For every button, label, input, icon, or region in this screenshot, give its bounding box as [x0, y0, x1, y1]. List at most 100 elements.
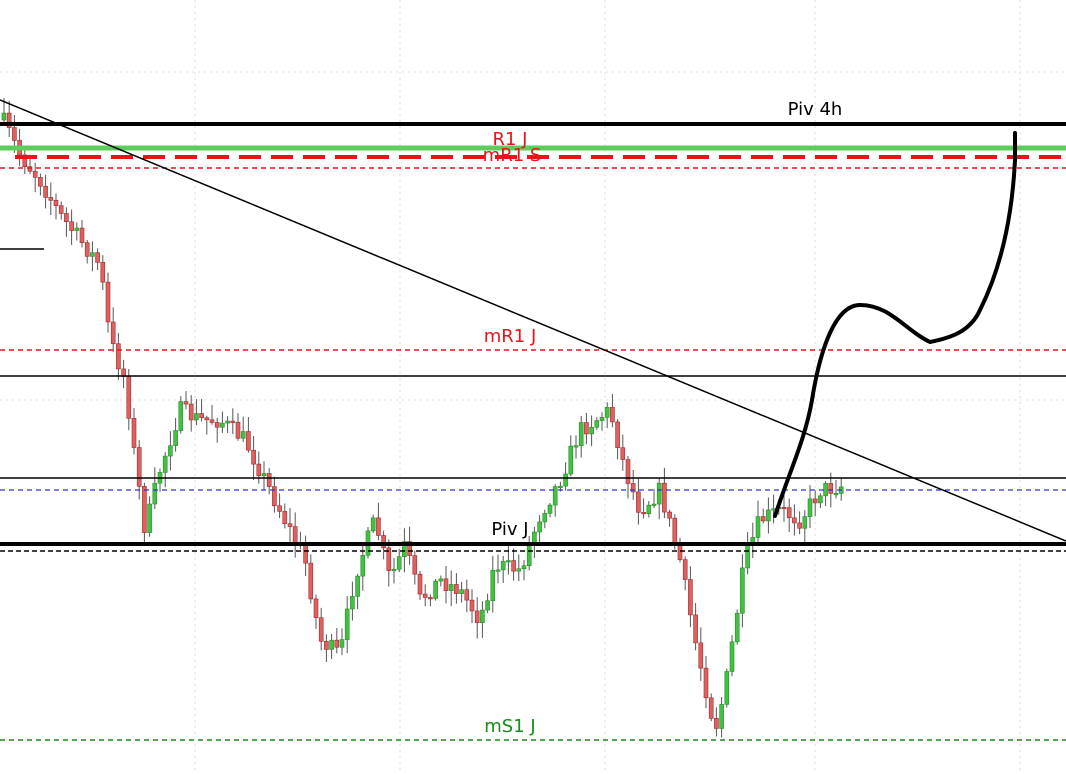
candle-body — [755, 516, 761, 538]
candle-body — [719, 704, 724, 729]
candle-body — [745, 544, 750, 569]
candle-body — [199, 413, 204, 419]
candle-body — [350, 596, 355, 610]
candle-body — [194, 413, 199, 421]
candle-body — [646, 504, 652, 515]
candle-body — [282, 511, 288, 524]
candles — [1, 98, 844, 738]
candle-body — [823, 483, 828, 497]
candle-body — [537, 521, 542, 533]
candle-body — [178, 401, 184, 431]
candle-body — [568, 445, 574, 475]
candle-body — [641, 512, 646, 515]
candle-body — [656, 482, 662, 505]
candle-body — [22, 154, 28, 168]
candle-body — [662, 482, 667, 513]
candle-body — [584, 422, 589, 435]
candle-body — [79, 227, 85, 243]
candle-body — [95, 252, 100, 263]
candle-body — [381, 535, 386, 549]
candle-body — [110, 321, 116, 345]
candle-body — [469, 599, 475, 612]
candle-body — [500, 561, 506, 571]
candle-body — [714, 718, 719, 729]
candle-body — [807, 498, 813, 517]
candle-body — [495, 569, 501, 572]
candle-body — [12, 127, 17, 141]
candle-body — [786, 507, 792, 519]
candle-body — [58, 205, 64, 214]
candle-body — [818, 495, 823, 504]
level-label: R1 J — [493, 129, 528, 150]
candle-body — [833, 493, 839, 496]
candle-body — [454, 584, 459, 594]
candle-body — [277, 505, 282, 512]
candle-body — [558, 485, 563, 488]
candle-body — [188, 403, 194, 421]
candle-body — [542, 513, 548, 523]
candle-body — [287, 523, 293, 527]
candle-body — [370, 517, 376, 532]
candle-body — [344, 608, 350, 640]
candle-body — [230, 420, 236, 423]
drawn-projection — [773, 131, 1017, 518]
candle-body — [573, 445, 579, 448]
candle-body — [318, 617, 324, 642]
candle-body — [105, 281, 111, 323]
candle-body — [136, 447, 142, 487]
candle-body — [69, 221, 74, 231]
candle-body — [703, 667, 709, 699]
candle-body — [740, 567, 745, 614]
candle-body — [6, 112, 12, 128]
candle-body — [812, 498, 818, 504]
candle-body — [578, 422, 584, 446]
candle-body — [391, 568, 397, 572]
candle-body — [636, 491, 641, 513]
candle-body — [547, 504, 553, 514]
candle-body — [214, 422, 220, 428]
candle-body — [225, 420, 230, 424]
candle-body — [651, 503, 657, 506]
candle-body — [490, 569, 496, 601]
candle-body — [126, 376, 132, 419]
candle-body — [1, 112, 7, 121]
candle-body — [589, 426, 594, 435]
candle-body — [698, 642, 704, 669]
candle-body — [734, 612, 740, 643]
candle-body — [209, 419, 215, 423]
candle-body — [324, 640, 329, 650]
candle-body — [162, 455, 168, 473]
candle-body — [168, 445, 173, 457]
level-label: mR1 J — [484, 326, 537, 347]
candle-body — [448, 584, 454, 591]
candle-body — [256, 463, 262, 477]
candle-body — [802, 516, 808, 529]
candle-body — [599, 417, 605, 421]
candle-body — [251, 449, 256, 465]
candle-body — [532, 531, 537, 544]
candle-body — [204, 417, 210, 421]
candle-body — [610, 407, 615, 423]
level-label: Piv J — [491, 519, 528, 540]
candle-body — [412, 555, 418, 575]
candle-body — [220, 422, 225, 428]
candle-body — [526, 543, 532, 567]
candle-body — [693, 614, 698, 644]
candle-body — [521, 565, 527, 570]
candle-body — [402, 541, 407, 557]
candle-body — [334, 639, 340, 648]
candle-body — [116, 343, 121, 370]
candle-body — [594, 420, 600, 428]
candle-body — [152, 482, 158, 505]
candle-body — [303, 545, 308, 564]
candle-body — [438, 578, 444, 582]
candle-body — [386, 547, 392, 571]
candle-body — [620, 447, 626, 460]
candle-body — [376, 517, 381, 536]
candle-body — [625, 459, 631, 484]
candle-body — [480, 609, 485, 624]
candle-body — [506, 560, 511, 563]
